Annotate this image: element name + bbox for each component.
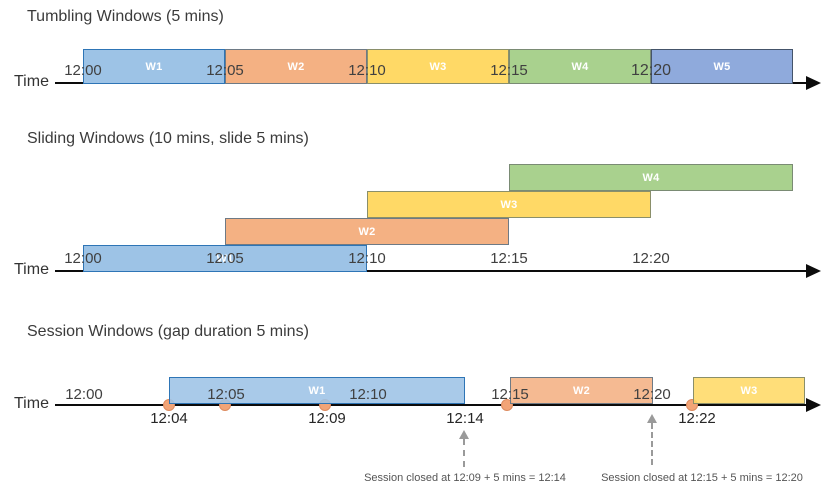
session-tick-1200: 12:00 [65, 386, 103, 403]
session-event-time-1222: 12:22 [678, 410, 716, 427]
tumbling-timeline-arrowhead-icon [806, 76, 821, 90]
session-close-annotation-1: Session closed at 12:09 + 5 mins = 12:14 [364, 472, 566, 484]
tumbling-tick-1215: 12:15 [490, 62, 528, 79]
session-close-arrowhead-1-icon [459, 430, 469, 439]
tumbling-window-w4-label: W4 [571, 60, 589, 73]
sliding-window-w4-label: W4 [642, 171, 660, 184]
tumbling-window-w1: W1 [83, 49, 225, 84]
sliding-timeline-arrowhead-icon [806, 264, 821, 278]
session-close-time-1214: 12:14 [446, 410, 484, 427]
tumbling-window-w3-label: W3 [429, 60, 447, 73]
tumbling-window-w2-label: W2 [287, 60, 305, 73]
tumbling-tick-1200: 12:00 [64, 62, 102, 79]
tumbling-window-w5-label: W5 [713, 60, 731, 73]
session-section-title: Session Windows (gap duration 5 mins) [27, 323, 309, 340]
session-tick-1220: 12:20 [633, 386, 671, 403]
session-tick-1210: 12:10 [349, 386, 387, 403]
session-window-w2: W2 [510, 377, 653, 404]
session-window-w1-label: W1 [308, 384, 326, 397]
tumbling-tick-1220: 12:20 [630, 62, 672, 79]
tumbling-section-title: Tumbling Windows (5 mins) [27, 8, 224, 25]
sliding-section-title: Sliding Windows (10 mins, slide 5 mins) [27, 130, 309, 147]
sliding-timeline [55, 270, 810, 272]
session-event-time-1209: 12:09 [308, 410, 346, 427]
session-tick-1205: 12:05 [207, 386, 245, 403]
tumbling-tick-1210: 12:10 [348, 62, 386, 79]
session-close-arrow-1 [463, 439, 465, 467]
session-window-w3: W3 [693, 377, 805, 404]
session-window-w2-label: W2 [572, 384, 591, 397]
sliding-window-w4: W4 [509, 164, 793, 191]
sliding-window-w1: W1 [83, 245, 367, 272]
tumbling-window-w5: W5 [651, 49, 793, 84]
tumbling-window-w3: W3 [367, 49, 509, 84]
session-close-annotation-2: Session closed at 12:15 + 5 mins = 12:20 [601, 472, 803, 484]
sliding-window-w1-label: W1 [216, 252, 234, 265]
sliding-tick-1210: 12:10 [348, 250, 386, 267]
session-tick-1215: 12:15 [491, 386, 529, 403]
tumbling-time-axis-label: Time [14, 73, 49, 90]
tumbling-window-w4: W4 [509, 49, 651, 84]
sliding-window-w2: W2 [225, 218, 509, 245]
session-close-arrow-2 [651, 423, 653, 465]
session-window-w1: W1 [169, 377, 465, 404]
tumbling-window-w1-label: W1 [145, 60, 163, 73]
sliding-window-w3-label: W3 [500, 198, 518, 211]
sliding-window-w3: W3 [367, 191, 651, 218]
sliding-time-axis-label: Time [14, 261, 49, 278]
tumbling-window-w2: W2 [225, 49, 367, 84]
session-close-arrowhead-2-icon [647, 414, 657, 423]
sliding-tick-1215: 12:15 [490, 250, 528, 267]
sliding-window-w2-label: W2 [358, 225, 376, 238]
session-event-time-1204: 12:04 [150, 410, 188, 427]
session-time-axis-label: Time [14, 395, 49, 412]
session-timeline-arrowhead-icon [806, 398, 821, 412]
session-window-w3-label: W3 [740, 384, 758, 397]
sliding-tick-1205: 12:05 [206, 250, 244, 267]
sliding-tick-1200: 12:00 [64, 250, 102, 267]
sliding-tick-1220: 12:20 [632, 250, 670, 267]
tumbling-tick-1205: 12:05 [206, 62, 244, 79]
session-timeline [55, 404, 810, 406]
